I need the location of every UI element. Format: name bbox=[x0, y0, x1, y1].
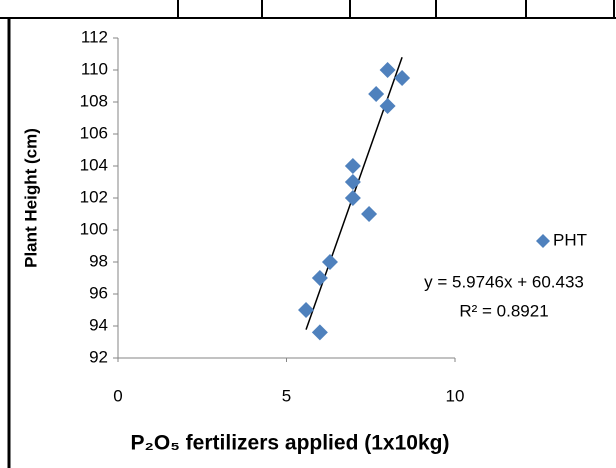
point bbox=[394, 70, 411, 86]
x-axis-title: P₂O₅ fertilizers applied (1x10kg) bbox=[131, 432, 450, 455]
y-axis-title: Plant Height (cm) bbox=[21, 128, 40, 268]
point bbox=[361, 206, 378, 222]
point bbox=[379, 62, 396, 78]
y-tick-label: 112 bbox=[81, 27, 108, 46]
y-tick-label: 104 bbox=[80, 155, 108, 174]
point bbox=[344, 190, 361, 206]
x-tick-label: 0 bbox=[113, 386, 122, 405]
point bbox=[344, 158, 361, 174]
y-tick-label: 102 bbox=[80, 187, 108, 206]
y-tick-label: 100 bbox=[80, 219, 108, 238]
legend-label: PHT bbox=[553, 230, 587, 249]
legend-marker bbox=[536, 234, 550, 248]
y-tick-label: 108 bbox=[80, 91, 108, 110]
point bbox=[344, 174, 361, 190]
table-fragment bbox=[0, 0, 616, 19]
y-tick-label: 94 bbox=[89, 315, 108, 334]
point bbox=[321, 254, 338, 270]
y-tick-label: 106 bbox=[80, 123, 108, 142]
point bbox=[311, 270, 328, 286]
y-tick-label: 98 bbox=[89, 251, 108, 270]
trendline-equation: y = 5.9746x + 60.433 bbox=[424, 272, 584, 291]
point bbox=[368, 86, 385, 102]
y-tick-label: 92 bbox=[89, 347, 108, 366]
y-tick-label: 110 bbox=[81, 59, 108, 78]
point bbox=[298, 302, 315, 318]
point bbox=[379, 98, 396, 114]
y-tick-label: 96 bbox=[89, 283, 108, 302]
trendline-r-squared: R² = 0.8921 bbox=[459, 301, 548, 320]
x-tick-label: 5 bbox=[282, 386, 291, 405]
x-tick-label: 10 bbox=[446, 386, 465, 405]
point bbox=[311, 324, 328, 341]
